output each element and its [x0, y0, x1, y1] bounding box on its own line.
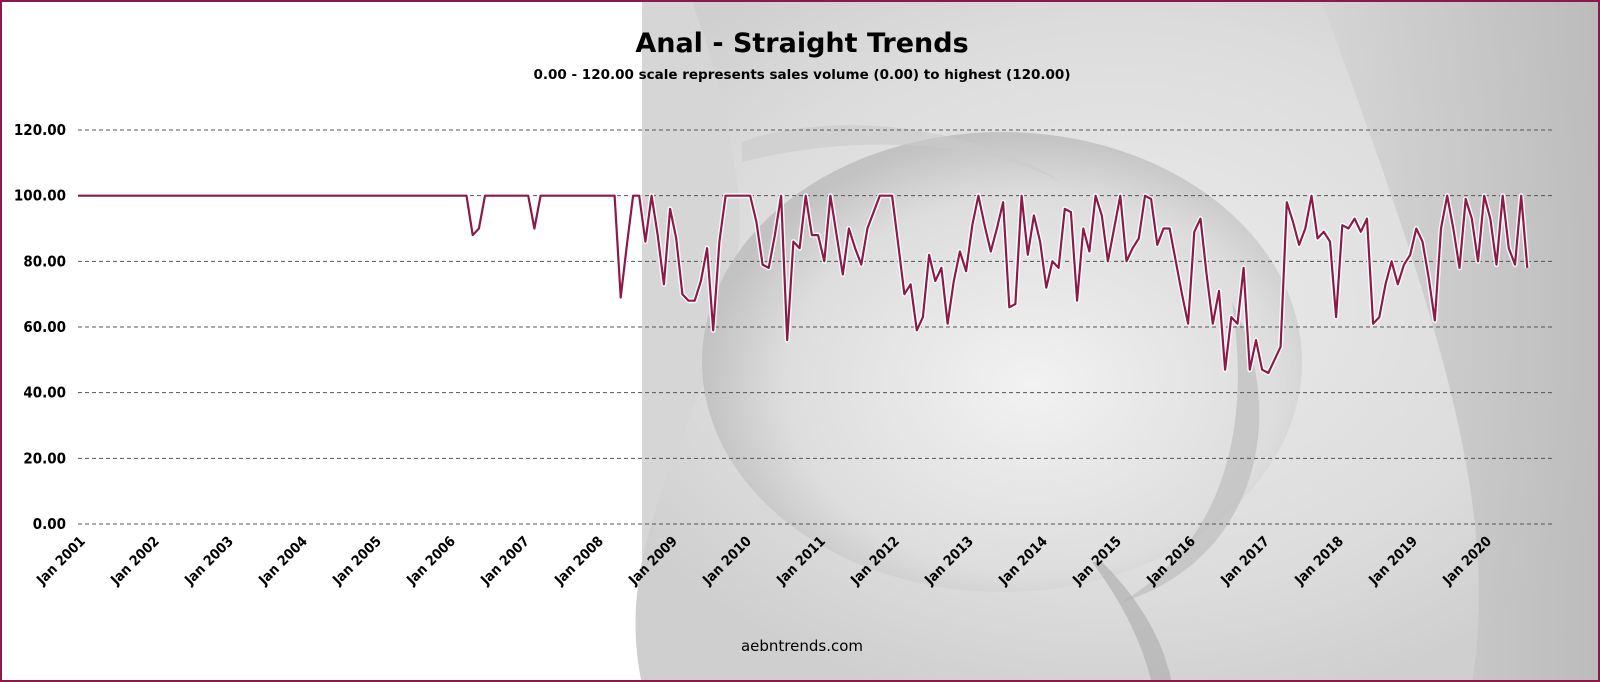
chart-title: Anal - Straight Trends [635, 28, 968, 59]
x-tick-label: Jan 2013 [921, 534, 977, 590]
x-tick-label: Jan 2016 [1143, 533, 1199, 589]
gridlines [78, 129, 1552, 525]
y-tick-label: 100.00 [14, 187, 66, 205]
chart-subtitle: 0.00 - 120.00 scale represents sales vol… [534, 67, 1071, 83]
footer-source: aebntrends.com [741, 637, 863, 655]
x-tick-label: Jan 2001 [33, 534, 89, 590]
x-tick-label: Jan 2012 [847, 534, 903, 590]
x-tick-label: Jan 2004 [255, 533, 311, 589]
x-tick-label: Jan 2009 [625, 534, 681, 590]
series-line [78, 194, 1529, 375]
y-tick-label: 120.00 [14, 121, 66, 139]
x-tick-label: Jan 2007 [477, 534, 533, 590]
x-axis: Jan 2001 Jan 2002 Jan 2003 Jan 2004 Jan 2005… [33, 533, 1495, 589]
x-tick-label: Jan 2008 [551, 534, 607, 590]
x-tick-label: Jan 2019 [1365, 534, 1421, 590]
x-tick-label: Jan 2010 [699, 533, 755, 589]
x-tick-label: Jan 2006 [403, 533, 459, 589]
x-tick-label: Jan 2015 [1069, 534, 1125, 590]
y-tick-label: 60.00 [23, 318, 66, 336]
x-tick-label: Jan 2003 [181, 534, 237, 590]
x-tick-label: Jan 2005 [329, 534, 385, 590]
x-tick-label: Jan 2018 [1291, 534, 1347, 590]
y-tick-label: 20.00 [23, 449, 66, 467]
x-tick-label: Jan 2017 [1217, 534, 1273, 590]
x-tick-label: Jan 2020 [1439, 533, 1495, 589]
y-tick-label: 80.00 [23, 252, 66, 270]
y-tick-label: 0.00 [33, 515, 66, 533]
x-tick-label: Jan 2002 [107, 534, 163, 590]
y-axis: 0.00 20.00 40.00 60.00 80.00 100.00 120.00 [14, 121, 66, 533]
y-tick-label: 40.00 [23, 384, 66, 402]
x-tick-label: Jan 2014 [995, 533, 1051, 589]
series-lines [78, 193, 1530, 376]
x-tick-label: Jan 2011 [773, 534, 829, 590]
